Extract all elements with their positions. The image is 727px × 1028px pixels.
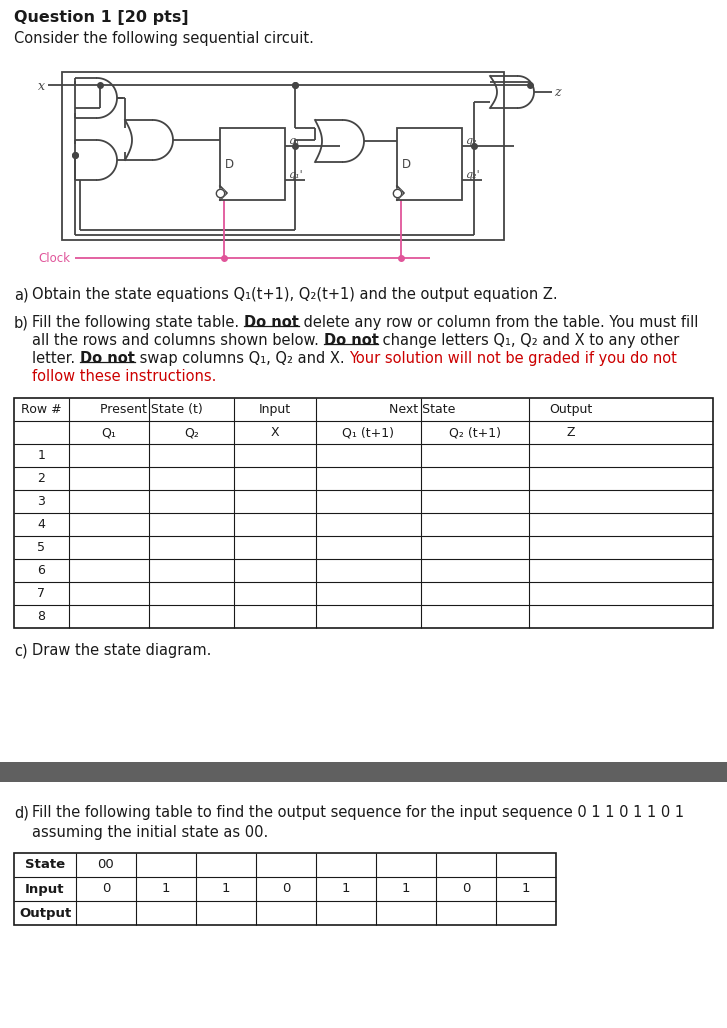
Text: Your solution will not be graded if you do not: Your solution will not be graded if you … [349,351,677,366]
Text: 1: 1 [402,882,410,895]
Text: a): a) [14,287,28,302]
Text: 1: 1 [222,882,230,895]
Text: 2: 2 [38,472,45,485]
Text: Q₂: Q₂ [184,426,199,439]
Bar [0,762,727,782]
Text: q₂: q₂ [465,136,477,146]
Bar [220,128,285,200]
Text: swap columns Q₁, Q₂ and X.: swap columns Q₁, Q₂ and X. [134,351,349,366]
Text: Q₂ (t+1): Q₂ (t+1) [449,426,501,439]
Text: Obtain the state equations Q₁(t+1), Q₂(t+1) and the output equation Z.: Obtain the state equations Q₁(t+1), Q₂(t… [32,287,558,302]
Text: X: X [270,426,279,439]
Text: 6: 6 [38,564,45,577]
Text: q₁': q₁' [288,170,302,180]
Bar [397,128,462,200]
Text: 00: 00 [97,858,114,872]
Text: b): b) [14,315,29,330]
Text: delete any row or column from the table. You must fill: delete any row or column from the table.… [299,315,698,330]
Text: 1: 1 [161,882,170,895]
Text: all the rows and columns shown below.: all the rows and columns shown below. [32,333,324,348]
Text: 1: 1 [522,882,530,895]
Text: Do not: Do not [324,333,378,348]
Text: Z: Z [567,426,575,439]
Text: Fill the following table to find the output sequence for the input sequence 0 1 : Fill the following table to find the out… [32,805,684,820]
Text: 1: 1 [342,882,350,895]
Text: assuming the initial state as 00.: assuming the initial state as 00. [32,825,268,840]
Text: 7: 7 [38,587,46,600]
Bar [14,398,713,628]
Text: 0: 0 [282,882,290,895]
Text: Q₁ (t+1): Q₁ (t+1) [342,426,395,439]
Text: Clock: Clock [38,252,70,264]
Text: D: D [402,157,411,171]
Text: Do not: Do not [80,351,134,366]
Text: Q₁: Q₁ [102,426,116,439]
Text: State: State [25,858,65,872]
Bar [14,853,556,925]
Text: 1: 1 [38,449,45,462]
Text: Output: Output [19,907,71,919]
Text: q₁: q₁ [288,136,300,146]
Text: q₂': q₂' [465,170,480,180]
Text: d): d) [14,805,29,820]
Text: Do not: Do not [244,315,299,330]
Text: 0: 0 [462,882,470,895]
Text: 0: 0 [102,882,111,895]
Text: 4: 4 [38,518,45,531]
Text: letter.: letter. [32,351,80,366]
Text: Question 1 [20 pts]: Question 1 [20 pts] [14,10,188,25]
Text: x: x [38,79,45,93]
Text: 3: 3 [38,495,45,508]
Text: Output: Output [550,403,593,416]
Text: Next State: Next State [390,403,456,416]
Text: Row #: Row # [21,403,62,416]
Text: Present State (t): Present State (t) [100,403,203,416]
Text: c): c) [14,642,28,658]
Bar [62,72,504,240]
Text: Input: Input [259,403,291,416]
Text: follow these instructions.: follow these instructions. [32,369,217,384]
Text: Consider the following sequential circuit.: Consider the following sequential circui… [14,31,314,46]
Text: D: D [225,157,234,171]
Text: Fill the following state table.: Fill the following state table. [32,315,244,330]
Text: z: z [554,85,561,99]
Text: 8: 8 [38,610,46,623]
Text: 5: 5 [38,541,46,554]
Text: change letters Q₁, Q₂ and X to any other: change letters Q₁, Q₂ and X to any other [378,333,680,348]
Text: Draw the state diagram.: Draw the state diagram. [32,642,212,658]
Text: Input: Input [25,882,65,895]
